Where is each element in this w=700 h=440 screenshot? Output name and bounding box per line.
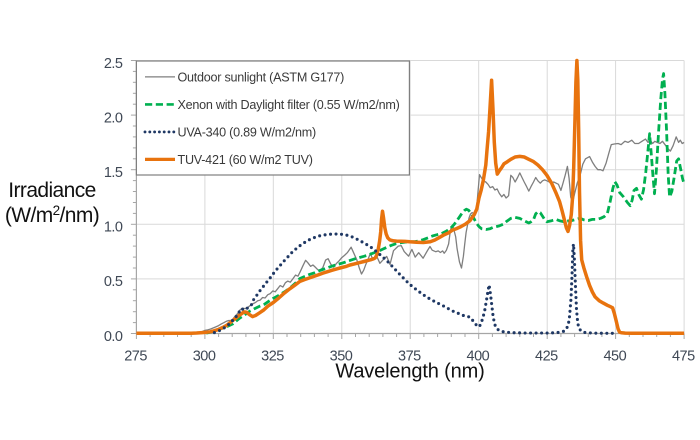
svg-text:UVA-340 (0.89 W/m2/nm): UVA-340 (0.89 W/m2/nm) (178, 126, 316, 140)
svg-text:425: 425 (535, 349, 558, 365)
svg-text:0.0: 0.0 (104, 329, 123, 345)
svg-text:275: 275 (124, 349, 147, 365)
svg-text:375: 375 (398, 349, 421, 365)
svg-text:Wavelength (nm): Wavelength (nm) (335, 361, 484, 383)
svg-text:1.5: 1.5 (104, 165, 123, 181)
svg-text:325: 325 (261, 349, 284, 365)
svg-text:400: 400 (467, 349, 490, 365)
svg-text:Irradiance: Irradiance (8, 179, 95, 202)
svg-text:475: 475 (672, 349, 695, 365)
svg-text:TUV-421 (60 W/m2 TUV): TUV-421 (60 W/m2 TUV) (178, 153, 313, 167)
svg-text:450: 450 (603, 349, 626, 365)
svg-text:Xenon with Daylight filter (0.: Xenon with Daylight filter (0.55 W/m2/nm… (178, 98, 400, 112)
svg-text:2.0: 2.0 (104, 110, 123, 126)
svg-text:Outdoor sunlight (ASTM G177): Outdoor sunlight (ASTM G177) (178, 71, 345, 85)
svg-text:0.5: 0.5 (104, 274, 123, 290)
svg-text:300: 300 (193, 349, 216, 365)
svg-text:350: 350 (330, 349, 353, 365)
svg-text:1.0: 1.0 (104, 220, 123, 236)
svg-text:(W/m2/nm): (W/m2/nm) (5, 203, 99, 227)
svg-text:2.5: 2.5 (104, 56, 123, 72)
